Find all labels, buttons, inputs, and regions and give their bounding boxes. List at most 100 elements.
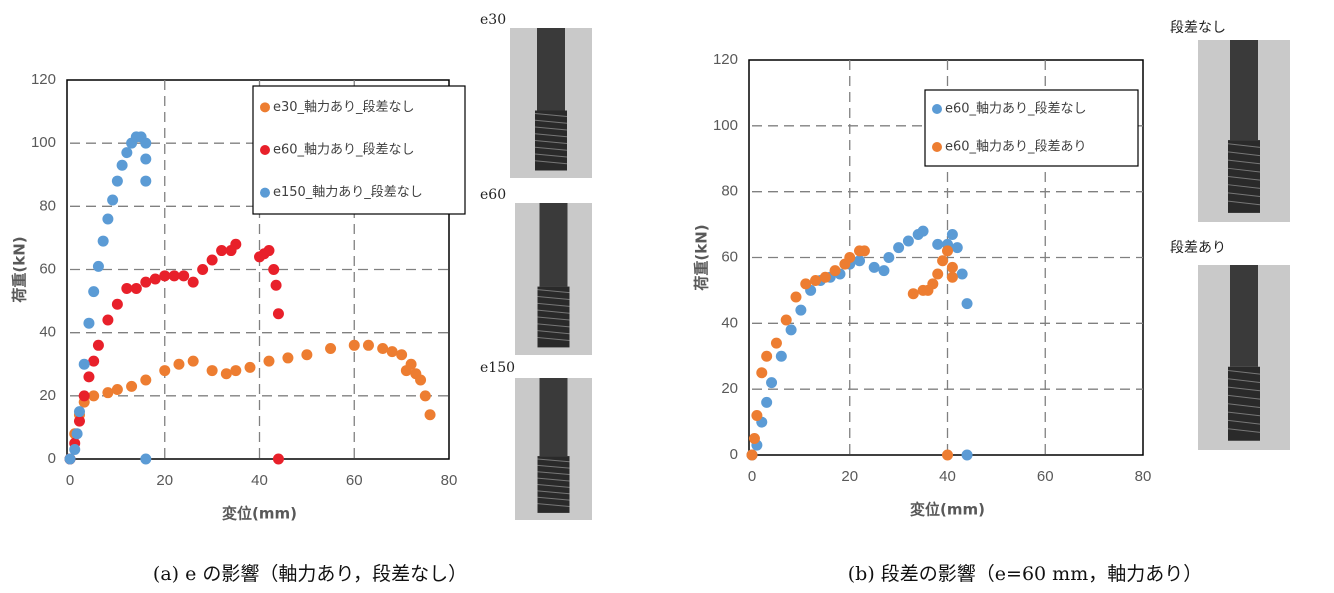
data-point xyxy=(942,245,953,256)
data-point xyxy=(221,368,232,379)
x-tick-label: 80 xyxy=(441,472,458,489)
data-point xyxy=(908,288,919,299)
x-tick-label: 60 xyxy=(346,472,363,489)
y-tick-label: 120 xyxy=(31,71,56,88)
data-point xyxy=(820,272,831,283)
data-point xyxy=(74,416,85,427)
x-tick-label: 20 xyxy=(841,468,858,485)
data-point xyxy=(932,239,943,250)
y-tick-label: 40 xyxy=(721,314,738,331)
data-point xyxy=(859,245,870,256)
data-point xyxy=(377,343,388,354)
data-point xyxy=(93,340,104,351)
legend-label: e60_軸力あり_段差なし xyxy=(273,143,415,158)
data-point xyxy=(173,359,184,370)
data-point xyxy=(893,242,904,253)
x-tick-label: 20 xyxy=(156,472,173,489)
data-point xyxy=(79,359,90,370)
x-tick-label: 0 xyxy=(748,468,756,485)
data-point xyxy=(903,236,914,247)
x-tick-label: 80 xyxy=(1135,468,1152,485)
data-point xyxy=(131,283,142,294)
photo-label: e30 xyxy=(480,12,506,28)
data-point xyxy=(188,356,199,367)
data-point xyxy=(781,315,792,326)
figure: (a) e の影響（軸力あり，段差なし） (b) 段差の影響（e=60 mm，軸… xyxy=(0,0,1334,589)
data-point xyxy=(771,338,782,349)
photo-label: e150 xyxy=(480,360,515,376)
data-point xyxy=(282,352,293,363)
data-point xyxy=(947,262,958,273)
data-point xyxy=(88,286,99,297)
data-point xyxy=(927,278,938,289)
data-point xyxy=(947,272,958,283)
data-point xyxy=(766,377,777,388)
x-tick-label: 0 xyxy=(66,472,74,489)
data-point xyxy=(883,252,894,263)
data-point xyxy=(349,340,360,351)
data-point xyxy=(216,245,227,256)
data-point xyxy=(363,340,374,351)
data-point xyxy=(751,410,762,421)
data-point xyxy=(72,428,83,439)
data-point xyxy=(98,236,109,247)
data-point xyxy=(749,433,760,444)
data-point xyxy=(786,324,797,335)
data-point xyxy=(140,176,151,187)
y-axis-title: 荷重(kN) xyxy=(693,224,711,290)
data-point xyxy=(150,273,161,284)
legend-label: e30_軸力あり_段差なし xyxy=(273,100,415,115)
data-point xyxy=(69,444,80,455)
data-point xyxy=(271,280,282,291)
data-point xyxy=(112,299,123,310)
caption: (a) e の影響（軸力あり，段差なし） xyxy=(153,563,467,585)
data-point xyxy=(83,318,94,329)
data-point xyxy=(263,245,274,256)
data-point xyxy=(83,371,94,382)
y-tick-label: 0 xyxy=(48,450,56,467)
caption: (b) 段差の影響（e=60 mm，軸力あり） xyxy=(848,563,1202,585)
data-point xyxy=(102,213,113,224)
data-point xyxy=(121,283,132,294)
data-point xyxy=(273,308,284,319)
data-point xyxy=(245,362,256,373)
data-point xyxy=(810,275,821,286)
legend-marker xyxy=(260,145,270,155)
data-point xyxy=(952,242,963,253)
data-point xyxy=(947,229,958,240)
y-tick-label: 100 xyxy=(31,134,56,151)
data-point xyxy=(74,406,85,417)
legend-marker xyxy=(260,102,270,112)
data-point xyxy=(937,255,948,266)
data-point xyxy=(117,160,128,171)
legend-label: e60_軸力あり_段差あり xyxy=(945,140,1087,155)
data-point xyxy=(790,292,801,303)
data-point xyxy=(776,351,787,362)
data-point xyxy=(88,356,99,367)
data-point xyxy=(756,367,767,378)
data-point xyxy=(197,264,208,275)
data-point xyxy=(230,365,241,376)
data-point xyxy=(112,176,123,187)
data-point xyxy=(420,390,431,401)
data-point xyxy=(107,195,118,206)
data-point xyxy=(761,351,772,362)
legend-label: e150_軸力あり_段差なし xyxy=(273,185,423,200)
legend-marker xyxy=(932,104,942,114)
photo-label: 段差なし xyxy=(1170,20,1226,36)
y-tick-label: 60 xyxy=(721,248,738,265)
y-tick-label: 120 xyxy=(713,51,738,68)
data-point xyxy=(159,365,170,376)
data-point xyxy=(406,359,417,370)
x-axis-title: 変位(mm) xyxy=(910,501,985,519)
data-point xyxy=(301,349,312,360)
data-point xyxy=(878,265,889,276)
data-point xyxy=(102,315,113,326)
specimen-rod xyxy=(540,203,568,287)
data-point xyxy=(79,390,90,401)
data-point xyxy=(273,454,284,465)
data-point xyxy=(962,450,973,461)
x-axis-title: 変位(mm) xyxy=(222,505,297,523)
data-point xyxy=(88,390,99,401)
data-point xyxy=(387,346,398,357)
